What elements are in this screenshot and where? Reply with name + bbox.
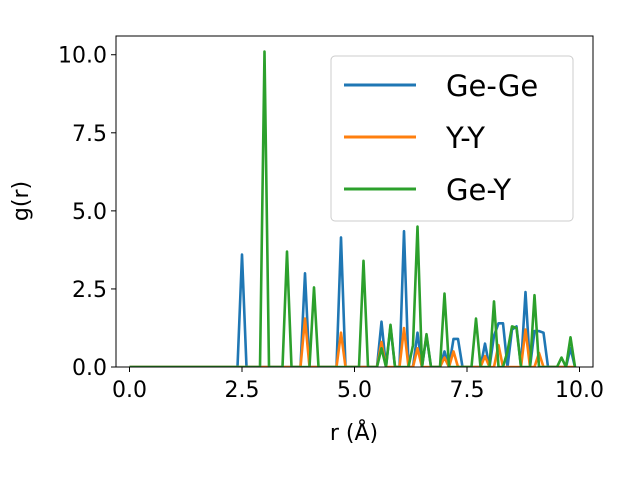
y-axis-label: g(r) [9,181,34,221]
series-layer [129,50,577,367]
series-line-ge-ge [129,229,577,367]
x-tick-label: 10.0 [555,378,604,403]
x-tick-label: 7.5 [450,378,485,403]
y-axis: 0.0 2.5 5.0 7.5 10.0 [58,44,116,381]
legend-label-ge-y: Ge-Y [446,173,511,207]
x-tick-label: 5.0 [337,378,372,403]
legend: Ge-Ge Y-Y Ge-Y [330,55,574,222]
x-tick-label: 2.5 [225,378,260,403]
y-tick-label: 2.5 [72,278,107,303]
series-line-ge-y [129,50,577,367]
y-tick-label: 7.5 [72,122,107,147]
x-tick-label: 0.0 [112,378,147,403]
x-axis-label: r (Å) [330,419,378,446]
series-line-y-y [129,317,575,367]
legend-label-y-y: Y-Y [445,121,485,155]
y-tick-label: 0.0 [72,356,107,381]
legend-frame [330,55,574,222]
y-tick-label: 5.0 [72,200,107,225]
x-axis: 0.0 2.5 5.0 7.5 10.0 [112,367,604,403]
legend-label-ge-ge: Ge-Ge [446,69,538,103]
y-tick-label: 10.0 [58,44,107,69]
